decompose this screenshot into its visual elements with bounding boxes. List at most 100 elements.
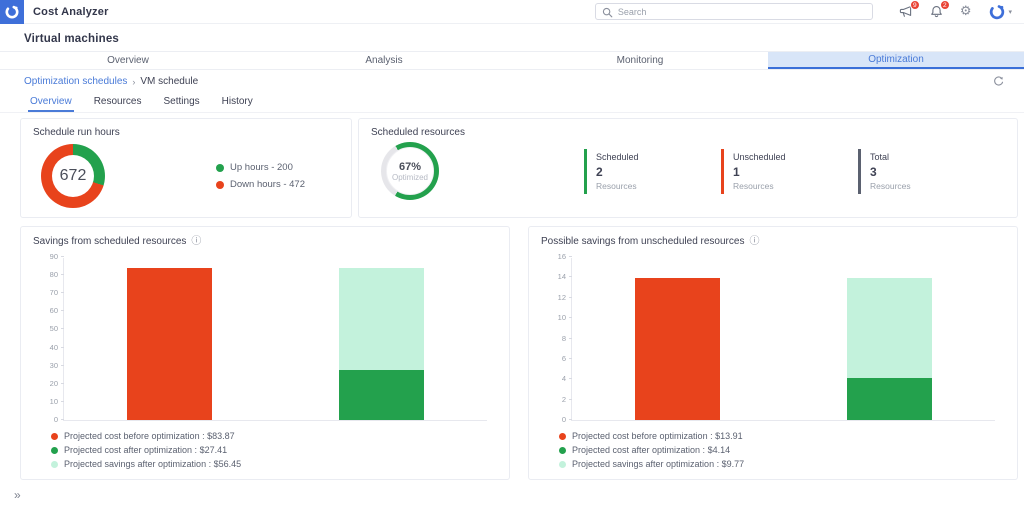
y-axis-tick-label: 40 xyxy=(49,342,58,352)
y-axis-tick-label: 0 xyxy=(561,415,566,424)
legend-item: Projected savings after optimization : $… xyxy=(559,459,1005,469)
chart-legend: Projected cost before optimization : $13… xyxy=(559,431,1005,469)
tab-optimization[interactable]: Optimization xyxy=(768,52,1024,69)
chart-title: Possible savings from unscheduled resour… xyxy=(541,236,745,247)
bar-after-optimization xyxy=(846,278,932,420)
notifications-button[interactable]: 2 xyxy=(930,0,950,18)
search-input[interactable] xyxy=(595,4,872,19)
avatar-ring-icon xyxy=(990,4,1005,19)
legend-item: Down hours - 472 xyxy=(216,179,305,190)
legend-dot xyxy=(216,163,225,172)
legend-label: Projected cost after optimization : $4.1… xyxy=(572,445,731,455)
legend-dot xyxy=(559,460,566,468)
tab-analysis[interactable]: Analysis xyxy=(365,55,403,66)
schedule-run-hours-title: Schedule run hours xyxy=(33,127,120,138)
y-axis-tick-mark xyxy=(569,398,572,400)
y-axis-tick-label: 6 xyxy=(561,353,566,363)
stat-value: 1 xyxy=(733,164,740,179)
settings-button[interactable]: ⚙ xyxy=(960,5,972,18)
stat-label: Unscheduled xyxy=(733,151,786,162)
ring-logo-icon xyxy=(5,5,19,18)
main-tabs: Overview Analysis Monitoring Optimization xyxy=(0,51,1024,70)
y-axis-tick-mark xyxy=(61,328,64,330)
top-header: Cost Analyzer 9 2 ⚙ xyxy=(0,0,1024,24)
y-axis-tick-label: 80 xyxy=(49,270,58,280)
subtab-history[interactable]: History xyxy=(221,96,253,107)
resource-stats: Scheduled 2 Resources Unscheduled 1 Resources… xyxy=(584,148,995,194)
schedule-run-hours-card: Schedule run hours 672 Up hours - 200 Dow… xyxy=(20,118,352,218)
user-menu[interactable]: ▾ xyxy=(988,3,1012,21)
y-axis-tick-mark xyxy=(569,276,572,278)
announcements-button[interactable]: 9 xyxy=(899,0,920,18)
legend-item: Projected cost after optimization : $4.1… xyxy=(559,445,1005,455)
y-axis-tick-mark xyxy=(61,292,64,294)
tab-monitoring[interactable]: Monitoring xyxy=(616,55,664,66)
stat-value: 2 xyxy=(596,164,603,179)
y-axis-tick-mark xyxy=(61,346,64,348)
legend-dot xyxy=(216,180,225,189)
refresh-icon xyxy=(994,76,1004,86)
y-axis-tick-mark xyxy=(569,378,572,380)
announcements-badge: 9 xyxy=(909,0,920,10)
legend-item: Up hours - 200 xyxy=(216,162,305,173)
scheduled-resources-card: Scheduled resources 67% Optimized Schedu… xyxy=(358,118,1018,218)
legend-dot xyxy=(51,446,58,454)
expand-sidebar-toggle[interactable]: » xyxy=(14,488,21,502)
tab-overview[interactable]: Overview xyxy=(107,55,149,66)
stat-value: 3 xyxy=(870,164,877,179)
y-axis-tick-label: 8 xyxy=(561,333,566,343)
refresh-button[interactable] xyxy=(993,76,1004,87)
info-icon[interactable]: ⓘ xyxy=(749,235,760,247)
stat-unscheduled: Unscheduled 1 Resources xyxy=(721,148,858,194)
page-title-row: Virtual machines xyxy=(0,24,1024,51)
stat-caption: Resources xyxy=(870,180,911,191)
stat-caption: Resources xyxy=(733,180,774,191)
legend-dot xyxy=(559,432,566,440)
breadcrumb-separator: › xyxy=(132,76,136,87)
stat-label: Scheduled xyxy=(596,151,639,162)
run-hours-donut: 672 xyxy=(41,144,105,208)
bar-before-optimization xyxy=(127,268,213,420)
breadcrumb-current: VM schedule xyxy=(140,76,199,87)
bar-segment xyxy=(338,370,424,420)
subtab-settings[interactable]: Settings xyxy=(163,96,200,107)
bar-plot: 0 2 4 6 8 10 12 14 16 xyxy=(558,252,995,424)
page-title: Virtual machines xyxy=(24,33,120,45)
bar-segment xyxy=(338,268,424,371)
y-axis-tick-label: 90 xyxy=(49,252,58,261)
y-axis-tick-label: 70 xyxy=(49,288,58,298)
search-icon xyxy=(602,7,613,18)
y-axis-tick-label: 0 xyxy=(53,415,58,424)
info-icon[interactable]: ⓘ xyxy=(191,235,202,247)
y-axis-tick-label: 60 xyxy=(49,306,58,316)
y-axis-tick-label: 30 xyxy=(49,360,58,370)
legend-item: Projected cost before optimization : $83… xyxy=(51,431,497,441)
breadcrumb-parent-link[interactable]: Optimization schedules xyxy=(24,76,128,87)
app-title: Cost Analyzer xyxy=(33,5,109,18)
y-axis-tick-label: 50 xyxy=(49,324,58,334)
bar-segment xyxy=(635,278,721,420)
bar-after-optimization xyxy=(338,268,424,420)
bar-segment xyxy=(846,278,932,378)
y-axis-tick-mark xyxy=(61,274,64,276)
bar-segment xyxy=(846,377,932,420)
subtab-resources[interactable]: Resources xyxy=(93,96,142,107)
legend-label: Up hours - 200 xyxy=(230,162,293,173)
y-axis-tick-mark xyxy=(61,419,64,420)
y-axis-tick-label: 4 xyxy=(561,374,566,384)
legend-label: Down hours - 472 xyxy=(230,179,305,190)
y-axis-tick-mark xyxy=(569,256,572,257)
scheduled-resources-title: Scheduled resources xyxy=(371,127,465,138)
app-logo[interactable] xyxy=(0,0,24,24)
y-axis-tick-mark xyxy=(61,310,64,312)
y-axis-tick-mark xyxy=(61,382,64,384)
chart-card: Savings from scheduled resources ⓘ 0 10 20… xyxy=(20,226,510,480)
y-axis-tick-mark xyxy=(61,400,64,402)
y-axis-tick-mark xyxy=(569,317,572,319)
y-axis-tick-mark xyxy=(569,296,572,298)
y-axis-tick-mark xyxy=(569,419,572,420)
y-axis-tick-mark xyxy=(569,357,572,359)
subtab-overview[interactable]: Overview xyxy=(28,92,74,112)
search-box[interactable] xyxy=(594,3,873,20)
bell-icon xyxy=(930,6,942,18)
